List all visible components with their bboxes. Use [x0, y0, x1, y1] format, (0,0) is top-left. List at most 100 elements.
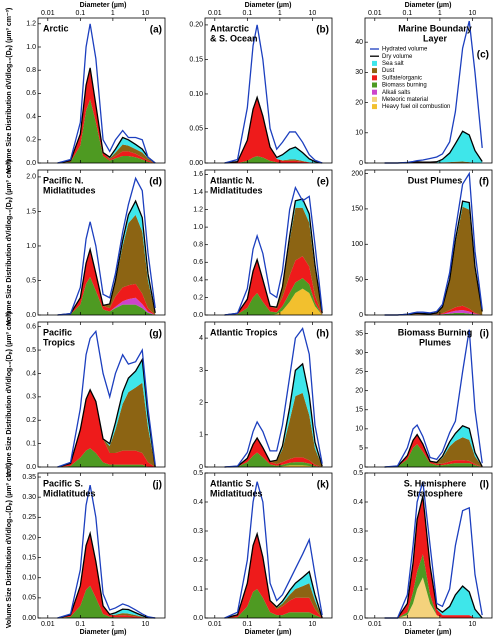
- x-axis-title: Diameter (µm): [245, 2, 292, 9]
- x-tick-label: 0.01: [368, 10, 382, 17]
- dry-volume-line: [224, 531, 323, 619]
- y-tick-label: 0.00: [22, 615, 36, 622]
- y-tick-label: 0.2: [193, 557, 203, 564]
- y-tick-label: 20: [355, 388, 363, 395]
- y-tick-label: 0.35: [22, 474, 36, 481]
- dry-volume-line: [57, 199, 156, 316]
- component-area: [224, 288, 323, 315]
- panel: 0.00 0.05 0.10 0.15 0.20 0.25 0.30 0.35 0.01 0.1 1…: [22, 472, 166, 628]
- x-tick-label: 0.1: [242, 10, 252, 17]
- component-area: [224, 438, 323, 467]
- legend-label: Biomass burning: [382, 83, 427, 89]
- component-area: [57, 533, 156, 618]
- y-tick-label: 0.2: [26, 417, 36, 424]
- y-axis-title: Volume Size Distribution dV/dlog₁₀(Dₚ) (…: [6, 160, 13, 326]
- y-tick-label: 3: [199, 367, 203, 374]
- x-tick-label: 0.01: [208, 621, 222, 628]
- y-tick-label: 0.8: [193, 242, 203, 249]
- component-area: [384, 434, 483, 467]
- x-axis-title: Diameter (µm): [245, 629, 292, 636]
- y-tick-label: 0.0: [26, 160, 36, 167]
- y-tick-label: 25: [355, 368, 363, 375]
- x-tick-label: 0.1: [75, 621, 85, 628]
- y-tick-label: 0.4: [193, 499, 203, 506]
- plot-frame: [37, 321, 166, 468]
- x-tick-label: 0.01: [368, 621, 382, 628]
- y-tick-label: 0.2: [193, 294, 203, 301]
- x-axis-title: Diameter (µm): [80, 2, 127, 9]
- panel-label: (c): [477, 50, 489, 61]
- component-area: [224, 156, 323, 163]
- component-area: [224, 97, 323, 163]
- component-area: [57, 359, 156, 467]
- y-tick-label: 1.4: [193, 189, 203, 196]
- component-area: [224, 363, 323, 467]
- x-tick-label: 1: [111, 10, 115, 17]
- component-area: [224, 392, 323, 467]
- component-area: [384, 577, 483, 618]
- panel-label: (l): [480, 480, 489, 491]
- panel-label: (a): [150, 25, 162, 36]
- legend-swatch: [372, 68, 377, 74]
- y-tick-label: 0.30: [22, 494, 36, 501]
- panel-title: Pacific: [43, 327, 72, 337]
- y-tick-label: 2.0: [26, 174, 36, 181]
- component-area: [384, 425, 483, 467]
- y-tick-label: 40: [355, 39, 363, 46]
- panel-title: & S. Ocean: [210, 33, 258, 43]
- panel-title: Stratosphere: [407, 488, 463, 498]
- y-tick-label: 35: [355, 330, 363, 337]
- component-area: [224, 278, 323, 315]
- y-tick-label: 0.10: [189, 91, 203, 98]
- plot-frame: [204, 321, 333, 468]
- y-tick-label: 0.3: [26, 394, 36, 401]
- component-area: [57, 277, 156, 315]
- y-tick-label: 50: [355, 276, 363, 283]
- y-tick-label: 1.2: [193, 206, 203, 213]
- panel-label: (g): [149, 329, 162, 340]
- x-axis-title: Diameter (µm): [405, 629, 452, 636]
- y-tick-label: 0.3: [193, 528, 203, 535]
- y-tick-label: 20: [355, 99, 363, 106]
- y-tick-label: 10: [355, 130, 363, 137]
- legend-swatch: [372, 96, 377, 102]
- y-tick-label: 5: [359, 445, 363, 452]
- hydrated-volume-line: [224, 481, 323, 619]
- legend-swatch: [372, 60, 377, 66]
- y-tick-label: 0.1: [353, 586, 363, 593]
- y-tick-label: 0.10: [22, 575, 36, 582]
- x-tick-label: 10: [309, 10, 317, 17]
- y-tick-label: 0.0: [353, 615, 363, 622]
- y-tick-label: 0.05: [189, 125, 203, 132]
- panel-title: Layer: [423, 33, 448, 43]
- legend-label: Hydrated volume: [382, 47, 428, 53]
- component-area: [57, 448, 156, 467]
- y-tick-label: 0: [199, 464, 203, 471]
- panel: 0.0 0.1 0.2 0.3 0.4 0.5 0.01 0.1 1 10 Atlantic S.M…: [193, 470, 333, 628]
- y-tick-label: 0.4: [26, 370, 36, 377]
- component-area: [224, 533, 323, 618]
- y-tick-label: 0.6: [26, 90, 36, 97]
- panel: 0.0 0.5 1.0 1.5 2.0 Pacific N.Midlatitudes (d): [26, 169, 166, 319]
- dry-volume-line: [224, 95, 323, 164]
- panel-title: S. Hemisphere: [404, 478, 467, 488]
- component-area: [224, 589, 323, 618]
- y-tick-label: 0.0: [193, 615, 203, 622]
- panel-title: Dust Plumes: [408, 175, 463, 185]
- legend-label: Heavy fuel oil combustion: [382, 104, 450, 110]
- dry-volume-line: [57, 530, 156, 619]
- component-area: [57, 382, 156, 467]
- y-tick-label: 1.5: [26, 208, 36, 215]
- panel: 0 50 100 150 200 Dust Plumes (f): [351, 169, 493, 319]
- x-tick-label: 10: [142, 621, 150, 628]
- component-area: [224, 465, 323, 467]
- component-area: [224, 452, 323, 467]
- hydrated-volume-line: [384, 329, 483, 468]
- x-tick-label: 1: [438, 621, 442, 628]
- panel-title: Atlantic N.: [210, 175, 255, 185]
- hydrated-volume-line: [224, 24, 323, 164]
- dry-volume-line: [224, 198, 323, 316]
- y-tick-label: 0.8: [26, 67, 36, 74]
- legend-label: Alkali salts: [382, 90, 410, 96]
